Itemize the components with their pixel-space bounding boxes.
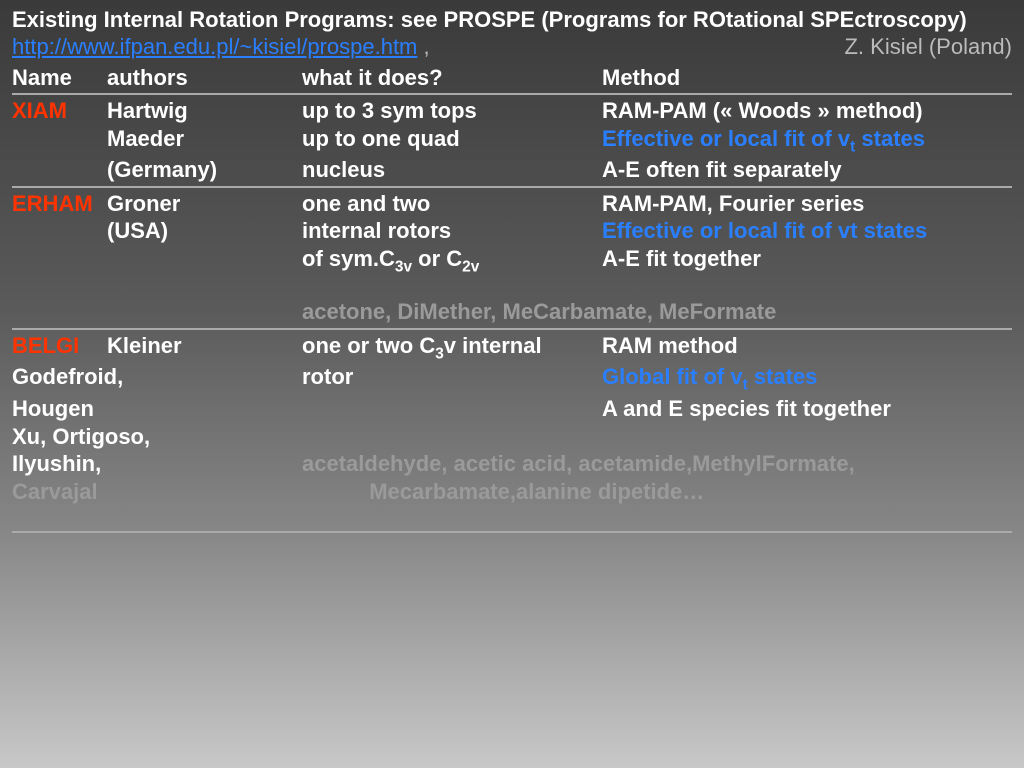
erham-desc2: internal rotors bbox=[302, 217, 602, 245]
xiam-row2: Maeder up to one quad Effective or local… bbox=[12, 125, 1012, 157]
erham-method2: Effective or local fit of vt states bbox=[602, 217, 1012, 245]
xiam-method3: A-E often fit separately bbox=[602, 156, 1012, 184]
xiam-row1: XIAM Hartwig up to 3 sym tops RAM-PAM («… bbox=[12, 97, 1012, 125]
header-row: Name authors what it does? Method bbox=[12, 64, 1012, 92]
belgi-row5: Ilyushin, acetaldehyde, acetic acid, ace… bbox=[12, 450, 1012, 478]
erham-desc1: one and two bbox=[302, 190, 602, 218]
xiam-method1: RAM-PAM (« Woods » method) bbox=[602, 97, 1012, 125]
erham-row2: (USA) internal rotors Effective or local… bbox=[12, 217, 1012, 245]
belgi-row3: Hougen A and E species fit together bbox=[12, 395, 1012, 423]
divider bbox=[12, 93, 1012, 95]
col-authors: authors bbox=[107, 64, 302, 92]
link-row: http://www.ifpan.edu.pl/~kisiel/prospe.h… bbox=[12, 34, 1012, 60]
erham-desc3: of sym.C3v or C2v bbox=[302, 245, 602, 277]
xiam-method2: Effective or local fit of vt states bbox=[602, 125, 1012, 157]
slide-title: Existing Internal Rotation Programs: see… bbox=[12, 6, 1012, 34]
belgi-examples2: Mecarbamate,alanine dipetide… bbox=[302, 478, 704, 506]
link-suffix: , bbox=[417, 34, 429, 59]
slide: Existing Internal Rotation Programs: see… bbox=[0, 0, 1024, 533]
belgi-author2: Godefroid, bbox=[12, 363, 302, 395]
erham-row3: of sym.C3v or C2v A-E fit together bbox=[12, 245, 1012, 277]
xiam-author3: (Germany) bbox=[107, 156, 302, 184]
belgi-row6: Carvajal Mecarbamate,alanine dipetide… bbox=[12, 478, 1012, 506]
divider bbox=[12, 186, 1012, 188]
xiam-desc3: nucleus bbox=[302, 156, 602, 184]
erham-examples: acetone, DiMether, MeCarbamate, MeFormat… bbox=[12, 298, 1012, 326]
erham-row1: ERHAM Groner one and two RAM-PAM, Fourie… bbox=[12, 190, 1012, 218]
belgi-author5: Ilyushin, bbox=[12, 450, 302, 478]
belgi-author4: Xu, Ortigoso, bbox=[12, 423, 302, 451]
xiam-author2: Maeder bbox=[107, 125, 302, 157]
col-name: Name bbox=[12, 64, 107, 92]
belgi-author3: Hougen bbox=[12, 395, 302, 423]
erham-name: ERHAM bbox=[12, 190, 107, 218]
belgi-author1: Kleiner bbox=[107, 332, 302, 364]
content-body: Name authors what it does? Method XIAM H… bbox=[12, 64, 1012, 534]
belgi-method1: RAM method bbox=[602, 332, 1012, 364]
belgi-method2: Global fit of vt states bbox=[602, 363, 1012, 395]
belgi-row2: Godefroid, rotor Global fit of vt states bbox=[12, 363, 1012, 395]
col-what: what it does? bbox=[302, 64, 602, 92]
belgi-row4: Xu, Ortigoso, bbox=[12, 423, 1012, 451]
xiam-name: XIAM bbox=[12, 97, 107, 125]
erham-author1: Groner bbox=[107, 190, 302, 218]
xiam-author1: Hartwig bbox=[107, 97, 302, 125]
erham-author2: (USA) bbox=[107, 217, 302, 245]
erham-method1: RAM-PAM, Fourier series bbox=[602, 190, 1012, 218]
belgi-desc2: rotor bbox=[302, 363, 602, 395]
erham-examples-text: acetone, DiMether, MeCarbamate, MeFormat… bbox=[302, 298, 776, 326]
author-credit: Z. Kisiel (Poland) bbox=[844, 34, 1012, 60]
col-method: Method bbox=[602, 64, 1012, 92]
divider bbox=[12, 328, 1012, 330]
belgi-desc1: one or two C3v internal bbox=[302, 332, 602, 364]
belgi-examples1: acetaldehyde, acetic acid, acetamide,Met… bbox=[302, 450, 855, 478]
xiam-desc1: up to 3 sym tops bbox=[302, 97, 602, 125]
prospe-link[interactable]: http://www.ifpan.edu.pl/~kisiel/prospe.h… bbox=[12, 34, 417, 59]
belgi-name: BELGI bbox=[12, 332, 107, 364]
divider bbox=[12, 531, 1012, 533]
belgi-row1: BELGI Kleiner one or two C3v internal RA… bbox=[12, 332, 1012, 364]
belgi-method3: A and E species fit together bbox=[602, 395, 1012, 423]
xiam-row3: (Germany) nucleus A-E often fit separate… bbox=[12, 156, 1012, 184]
belgi-author6: Carvajal bbox=[12, 478, 302, 506]
xiam-desc2: up to one quad bbox=[302, 125, 602, 157]
erham-method3: A-E fit together bbox=[602, 245, 1012, 277]
